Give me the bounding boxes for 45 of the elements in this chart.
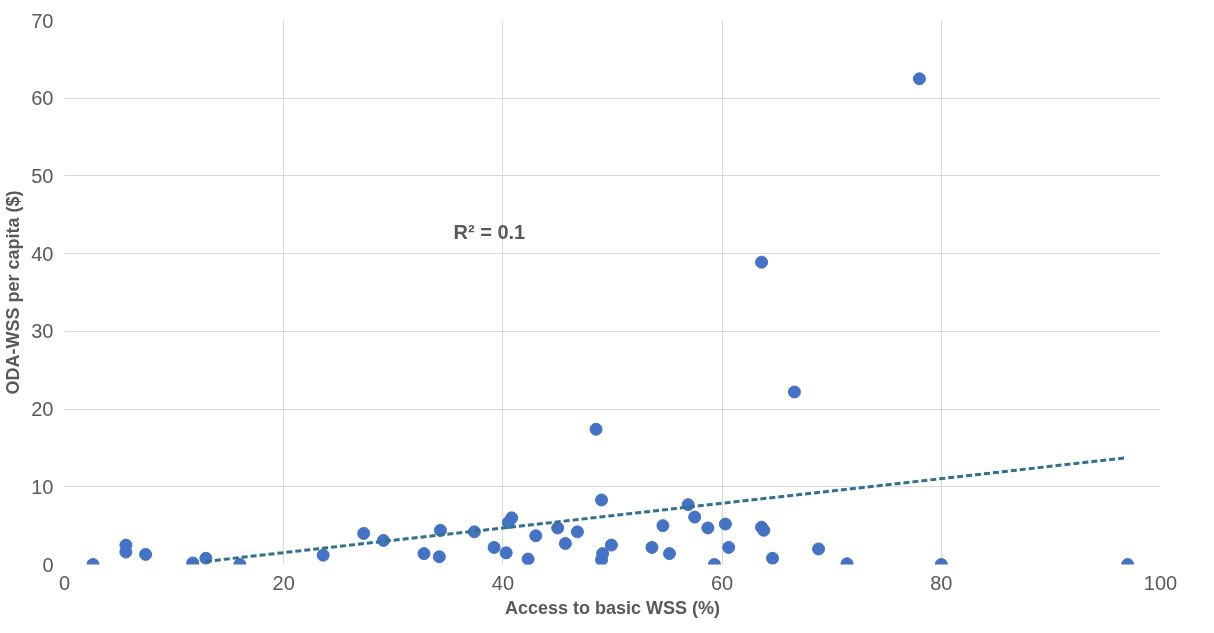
point	[604, 538, 618, 552]
point	[688, 510, 702, 524]
point	[570, 525, 584, 539]
point	[812, 542, 826, 556]
point	[432, 550, 446, 564]
y-tick-label: 20	[31, 398, 54, 421]
y-tick-label: 10	[31, 475, 54, 498]
point	[589, 422, 603, 436]
y-tick-label: 50	[31, 164, 54, 187]
point	[787, 385, 801, 399]
x-tick-label: 100	[1143, 571, 1178, 594]
y-axis-title: ODA-WSS per capita ($)	[3, 190, 24, 395]
point	[755, 255, 769, 269]
point	[551, 521, 565, 535]
point	[558, 537, 572, 551]
point	[718, 517, 732, 531]
x-tick-label: 60	[710, 571, 734, 594]
x-axis-title: Access to basic WSS (%)	[504, 597, 721, 618]
point	[499, 546, 513, 560]
y-tick-label: 40	[31, 242, 54, 265]
x-tick-label: 80	[930, 571, 953, 594]
point	[701, 521, 715, 535]
point	[645, 540, 659, 554]
x-tick-label: 40	[491, 571, 515, 594]
point	[417, 547, 431, 561]
annotation: R² = 0.1	[453, 220, 526, 243]
point	[487, 540, 501, 554]
point	[722, 540, 736, 554]
point	[912, 72, 926, 86]
point	[766, 551, 780, 565]
y-tick-label: 70	[31, 9, 54, 32]
point	[139, 547, 153, 561]
point	[357, 526, 371, 540]
point	[505, 511, 519, 525]
point	[316, 548, 330, 562]
y-tick-label: 60	[31, 87, 54, 110]
point	[521, 552, 535, 565]
point	[662, 547, 676, 561]
point	[656, 519, 670, 533]
point	[529, 529, 543, 543]
y-tick-label: 0	[42, 553, 54, 576]
x-tick-label: 20	[272, 571, 295, 594]
point	[595, 493, 609, 507]
y-tick-label: 30	[31, 320, 54, 343]
x-tick-label: 0	[58, 571, 71, 594]
